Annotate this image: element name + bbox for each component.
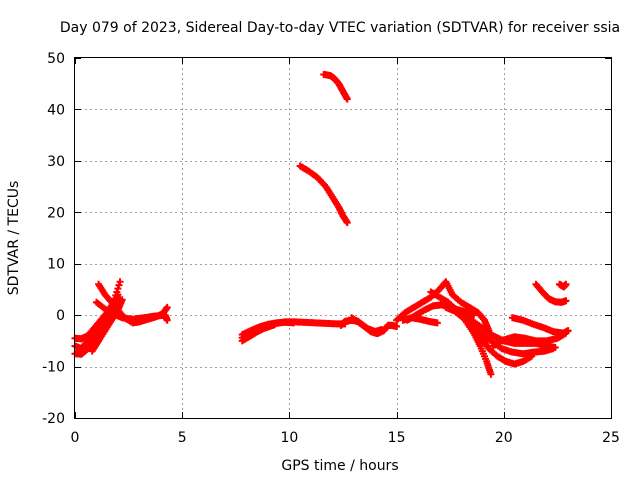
data-point <box>378 326 386 334</box>
y-tick-label: 50 <box>47 51 65 67</box>
y-tick-label: 10 <box>47 257 65 273</box>
x-axis-label: GPS time / hours <box>281 458 398 474</box>
series-arc-dip-2 <box>348 314 386 336</box>
data-point <box>118 296 126 304</box>
data-point <box>270 321 278 329</box>
y-tick-label: -10 <box>42 360 65 376</box>
x-tick-label: 5 <box>178 430 187 446</box>
data-point <box>470 311 478 319</box>
data-point <box>343 95 351 103</box>
series-arc-late-10 <box>556 280 570 291</box>
plot-frame <box>74 57 612 419</box>
chart-title: Day 079 of 2023, Sidereal Day-to-day VTE… <box>60 20 620 36</box>
data-point <box>116 278 124 286</box>
data-point <box>343 219 351 227</box>
x-tick-label: 15 <box>388 430 406 446</box>
data-point <box>393 322 401 330</box>
data-point <box>562 280 570 288</box>
y-tick-label: 20 <box>47 205 65 221</box>
y-tick-label: 30 <box>47 154 65 170</box>
data-point <box>114 285 122 293</box>
x-tick-label: 20 <box>495 430 513 446</box>
series-arc-late-9 <box>532 280 570 306</box>
data-point <box>562 297 570 305</box>
series-arc-late-6 <box>465 321 557 358</box>
y-tick-label: 0 <box>56 308 65 324</box>
data-marks <box>71 70 572 378</box>
data-point <box>115 281 123 289</box>
series-arc-high-1 <box>296 162 351 227</box>
series-arc-late-11 <box>399 314 441 327</box>
data-point <box>290 319 298 327</box>
series-arc-late-1 <box>393 278 493 335</box>
data-point <box>433 319 441 327</box>
data-point <box>562 329 570 337</box>
data-point <box>487 370 495 378</box>
x-tick-label: 10 <box>280 430 298 446</box>
data-point <box>163 316 171 324</box>
x-tick-label: 0 <box>71 430 80 446</box>
grid <box>75 58 611 418</box>
data-point <box>114 291 122 299</box>
data-point <box>163 303 171 311</box>
series-arc-late-8 <box>489 329 570 350</box>
series-arc-early-6 <box>92 298 171 324</box>
series-arc-late-7 <box>508 314 572 337</box>
series-arc-high-2 <box>320 70 351 103</box>
y-tick-label: -20 <box>42 411 65 427</box>
x-tick-label: 25 <box>602 430 620 446</box>
series-arc-mid-3 <box>238 321 278 342</box>
axis-ticks: 0 5 10 15 20 25 -20 -10 0 10 20 30 40 50 <box>42 51 620 446</box>
data-point <box>549 345 557 353</box>
y-tick-label: 40 <box>47 102 65 118</box>
y-axis-label: SDTVAR / TECUs <box>6 181 22 296</box>
